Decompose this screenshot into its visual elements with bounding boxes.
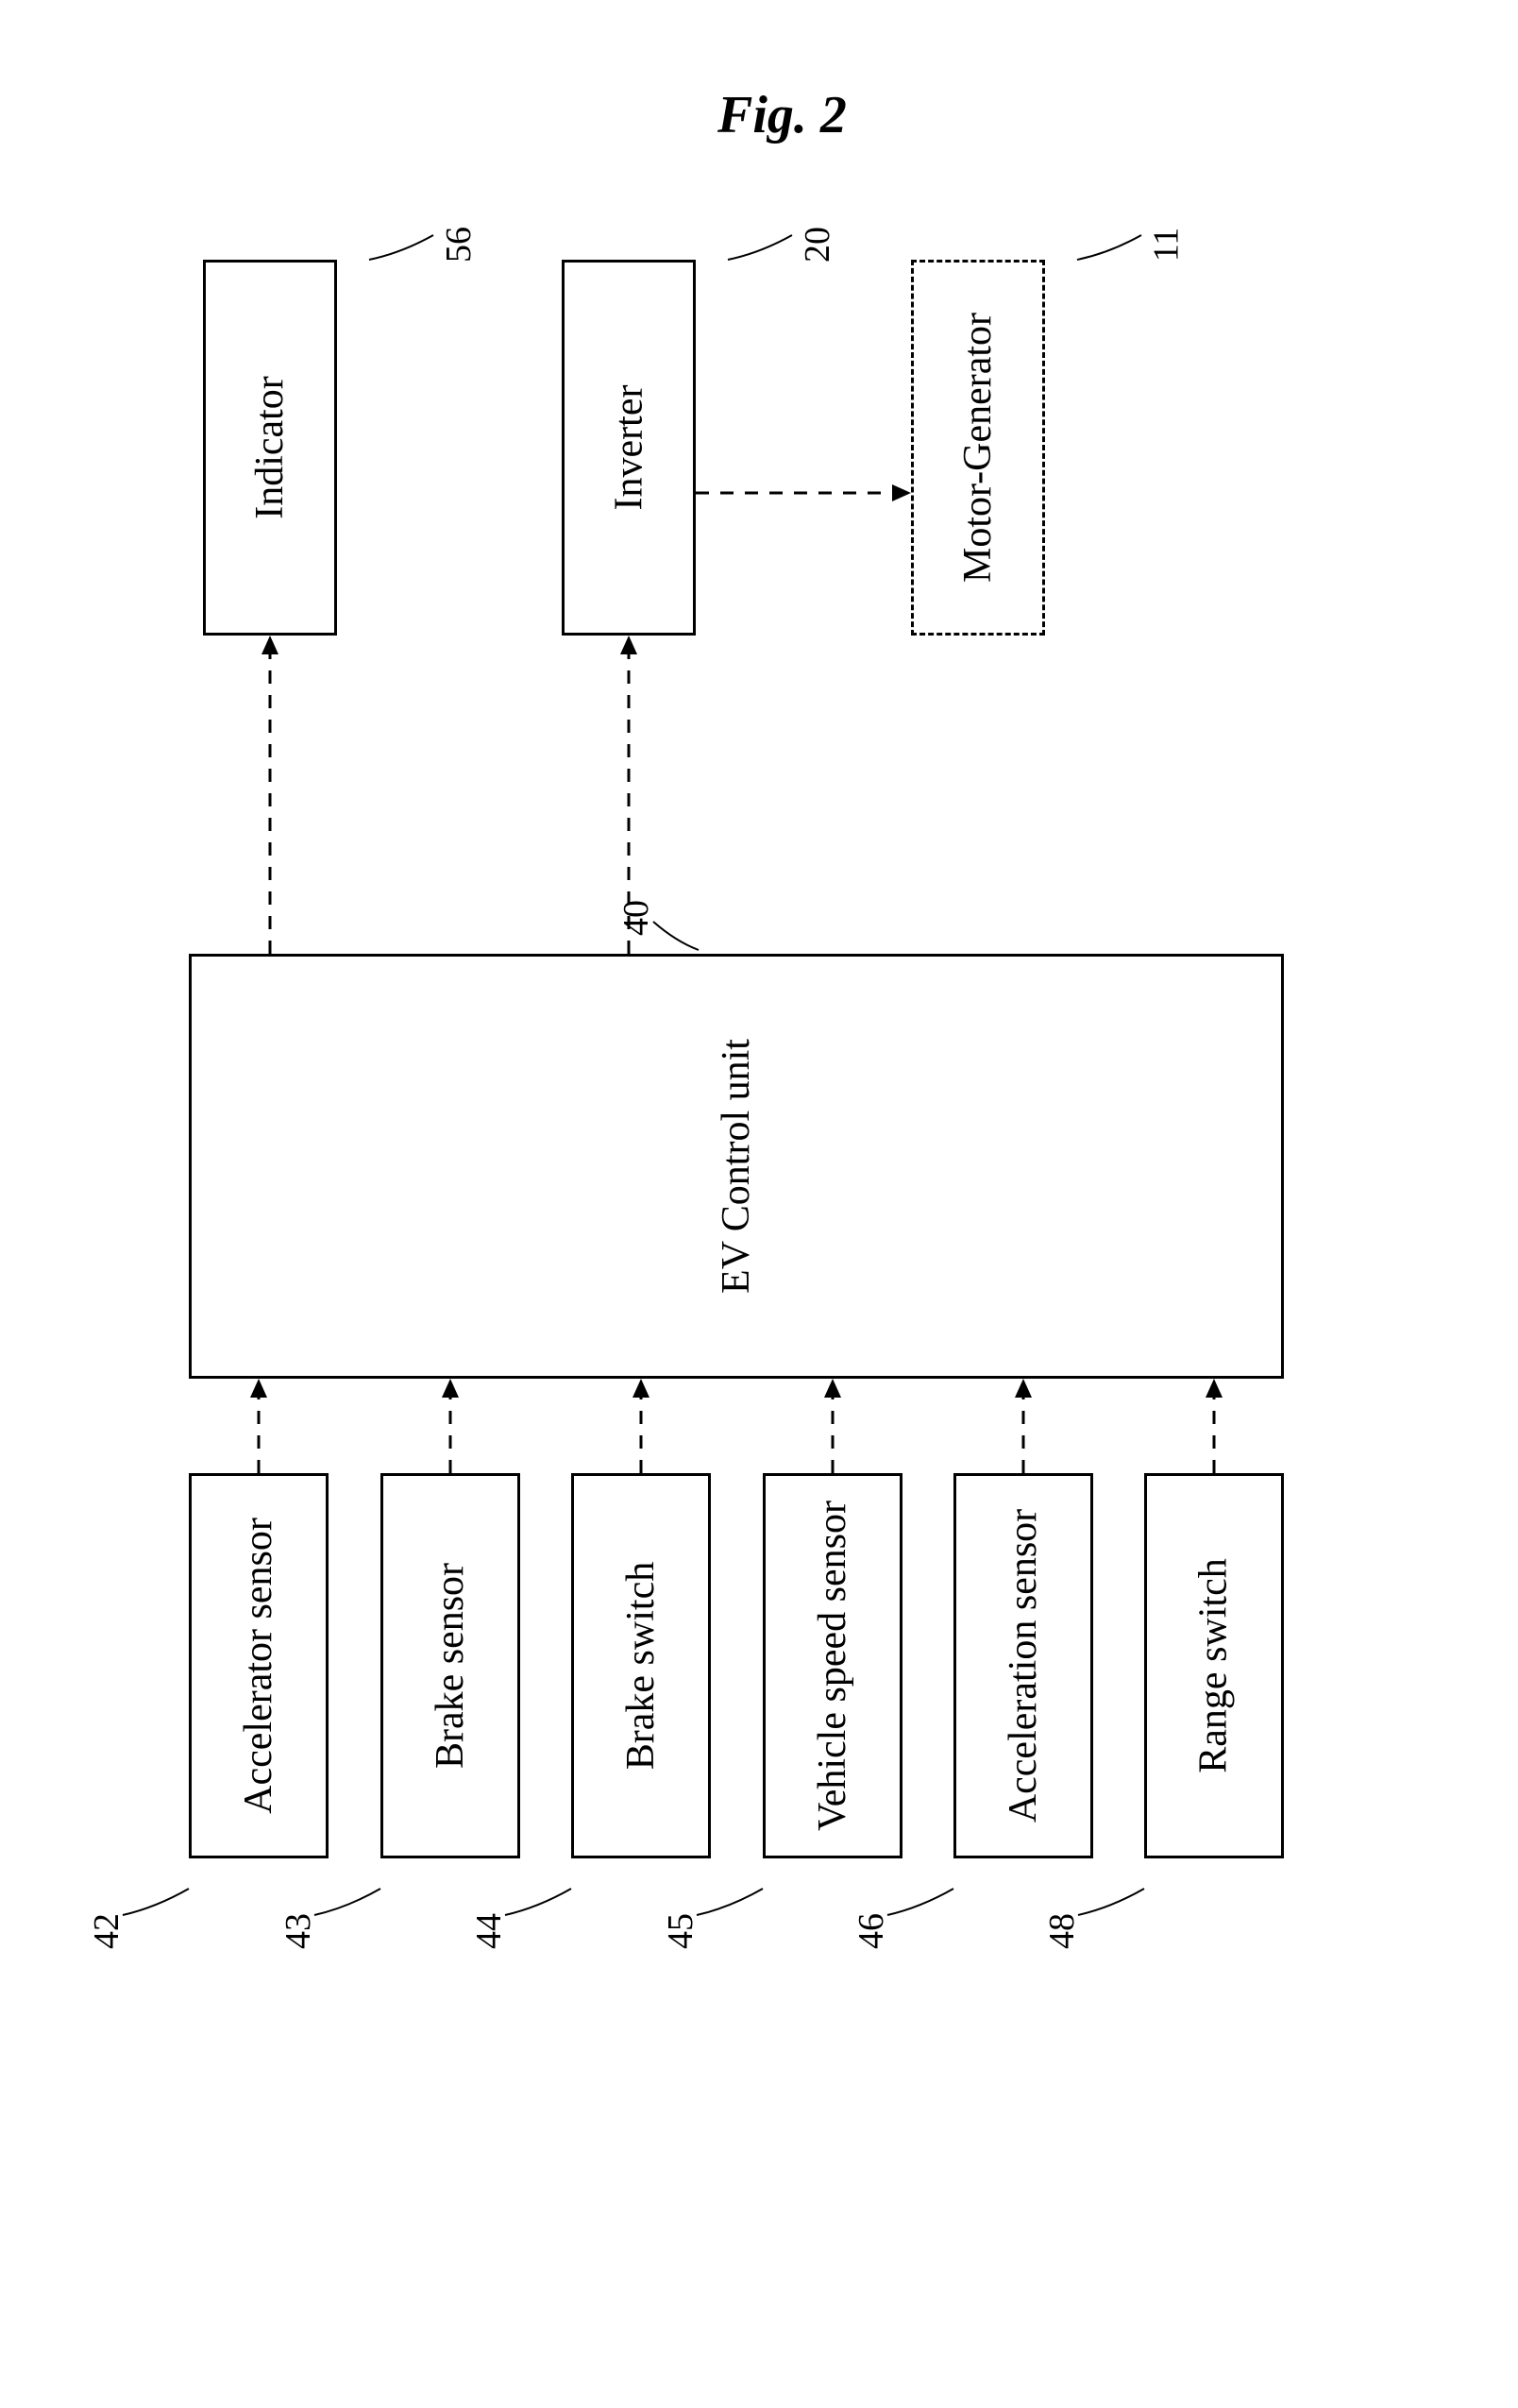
ref-output-20: 20 [797, 227, 838, 263]
sensor-box-0: Accelerator sensor [189, 1473, 329, 1858]
output-box-2-label: Motor-Generator [955, 313, 1001, 583]
ecu-box: EV Control unit [189, 954, 1284, 1379]
sensor-box-5: Range switch [1144, 1473, 1284, 1858]
leader-45 [695, 1887, 765, 1917]
arrow-sensor-0 [245, 1365, 272, 1486]
ref-sensor-48: 48 [1041, 1913, 1083, 1949]
output-box-0-label: Indicator [247, 376, 293, 519]
sensor-box-2: Brake switch [571, 1473, 711, 1858]
sensor-box-2-label: Brake switch [618, 1562, 664, 1770]
leader-43 [312, 1887, 382, 1917]
leader-out-56 [367, 233, 435, 262]
sensor-box-1-label: Brake sensor [428, 1563, 473, 1769]
arrow-inverter-mg [683, 480, 924, 506]
arrow-sensor-4 [1010, 1365, 1037, 1486]
arrow-sensor-2 [628, 1365, 654, 1486]
sensor-box-3-label: Vehicle speed sensor [810, 1501, 855, 1831]
ref-sensor-44: 44 [468, 1913, 510, 1949]
sensor-box-3: Vehicle speed sensor [763, 1473, 902, 1858]
leader-42 [121, 1887, 191, 1917]
leader-46 [886, 1887, 955, 1917]
arrow-sensor-5 [1201, 1365, 1227, 1486]
leader-out-11 [1075, 233, 1143, 262]
arrow-sensor-3 [819, 1365, 846, 1486]
sensor-box-4-label: Acceleration sensor [1001, 1509, 1046, 1823]
output-box-2: Motor-Generator [911, 260, 1045, 636]
sensor-box-0-label: Accelerator sensor [236, 1518, 281, 1814]
leader-44 [503, 1887, 573, 1917]
ref-output-11: 11 [1145, 228, 1187, 263]
leader-48 [1076, 1887, 1146, 1917]
leader-ecu [651, 920, 700, 952]
arrow-ecu-inverter [616, 622, 642, 967]
ref-sensor-45: 45 [660, 1913, 701, 1949]
arrow-sensor-1 [437, 1365, 464, 1486]
sensor-box-4: Acceleration sensor [953, 1473, 1093, 1858]
output-box-1: Inverter [562, 260, 696, 636]
sensor-box-5-label: Range switch [1191, 1558, 1237, 1772]
output-box-0: Indicator [203, 260, 337, 636]
ecu-box-label: EV Control unit [714, 1039, 759, 1294]
ref-sensor-43: 43 [278, 1913, 319, 1949]
arrow-ecu-indicator [257, 622, 283, 967]
ref-output-56: 56 [438, 227, 480, 263]
leader-out-20 [726, 233, 794, 262]
ref-sensor-46: 46 [851, 1913, 892, 1949]
figure-title: Fig. 2 [717, 85, 847, 145]
sensor-box-1: Brake sensor [380, 1473, 520, 1858]
ref-sensor-42: 42 [86, 1913, 127, 1949]
output-box-1-label: Inverter [606, 385, 651, 511]
